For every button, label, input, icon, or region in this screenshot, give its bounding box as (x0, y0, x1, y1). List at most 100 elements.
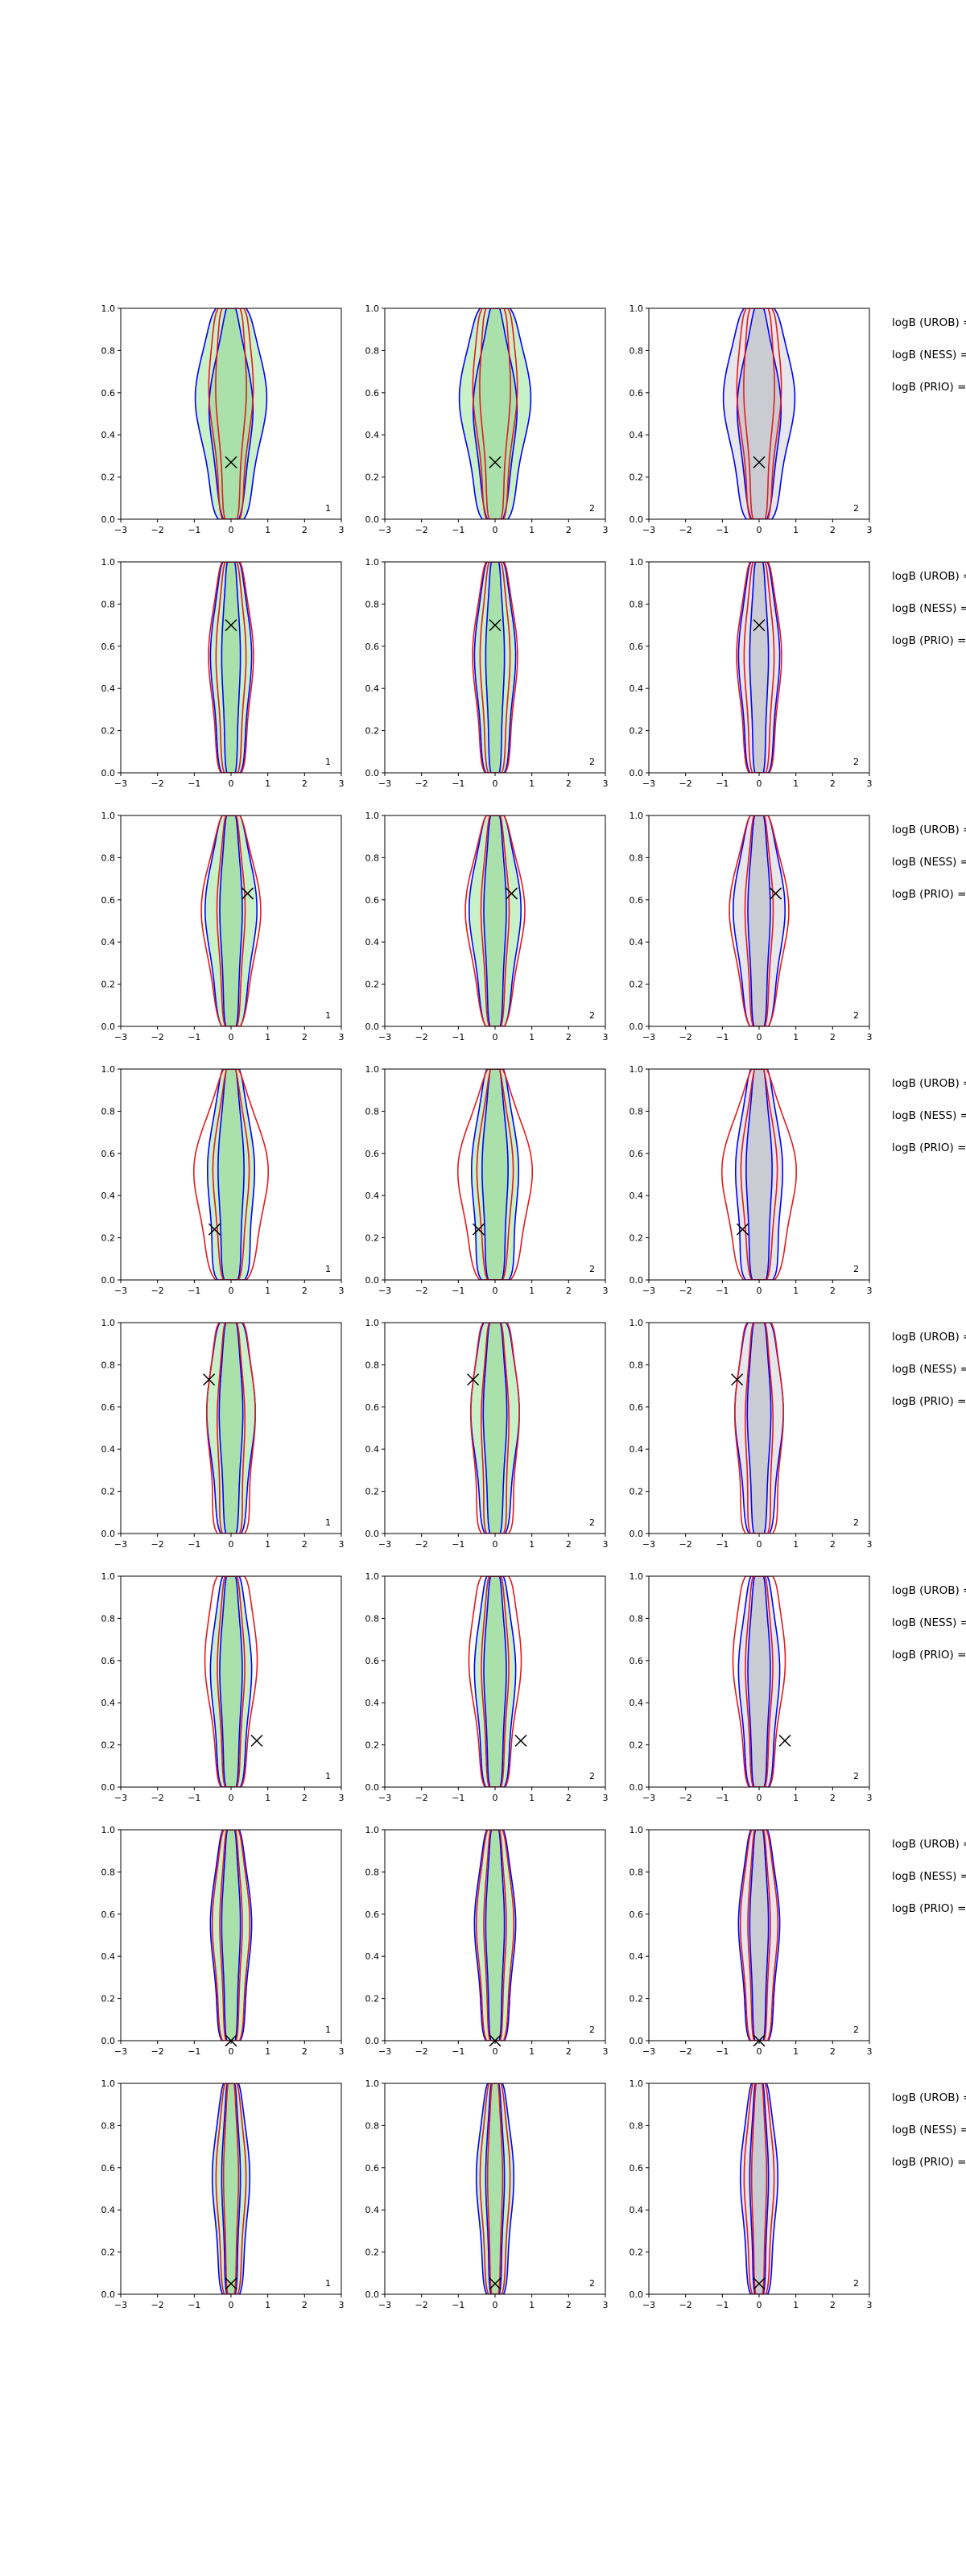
blue-contour-inner (747, 1576, 771, 1787)
contours (464, 815, 526, 1026)
x-tick-label: 0 (229, 1032, 234, 1042)
x-tick-label: 3 (867, 2046, 873, 2057)
density-fill-inner (220, 815, 242, 1026)
panel-number-label: 1 (325, 503, 331, 514)
panel-number-label: 2 (853, 1010, 859, 1021)
y-tick-label: 0.8 (365, 2120, 380, 2131)
true-value-marker (489, 456, 502, 469)
red-contour-inner (476, 1069, 514, 1280)
x-tick-label: 1 (793, 778, 799, 789)
y-tick-label: 1.0 (630, 2079, 644, 2089)
true-value-marker (208, 1223, 221, 1236)
x-tick-label: −2 (679, 2300, 692, 2310)
y-tick-label: 0.4 (630, 1191, 644, 1201)
y-tick-label: 0.6 (630, 1909, 644, 1920)
red-contour-inner (747, 1830, 771, 2041)
y-tick-label: 0.6 (365, 1909, 380, 1920)
panel-number-label: 1 (325, 2025, 331, 2035)
x-tick-label: −2 (415, 525, 428, 535)
true-value-marker (250, 1734, 263, 1747)
x-tick-label: 3 (867, 525, 873, 535)
logb-label: logB (UROB) = (892, 1838, 966, 1851)
y-tick-label: 0.6 (101, 1909, 116, 1920)
contours (458, 308, 532, 519)
panel-r6-c1: −3 −2 −1 0 1 2 3 0.0 0.2 0.4 0.6 0.8 1.0 1 (101, 1571, 345, 1803)
x-tick-label: 1 (529, 1539, 535, 1550)
x-tick-label: 3 (603, 525, 609, 535)
y-tick-label: 0.2 (630, 1740, 644, 1751)
x-tick-label: −1 (188, 525, 200, 535)
blue-contour-outer (735, 1069, 783, 1280)
blue-contour-inner (749, 562, 770, 773)
contours (457, 1069, 533, 1280)
red-contour-inner (743, 562, 775, 773)
x-tick-label: 0 (229, 1793, 234, 1803)
panel-number-label: 2 (853, 2278, 859, 2289)
y-tick-label: 1.0 (630, 1825, 644, 1835)
x-tick-label: −3 (378, 525, 391, 535)
panel-number-label: 1 (325, 2278, 331, 2289)
true-value-marker (514, 1734, 527, 1747)
density-fill-inner (208, 308, 254, 519)
y-tick-label: 1.0 (630, 1318, 644, 1328)
x-tick-label: −1 (716, 1032, 729, 1042)
y-tick-label: 0.2 (365, 1994, 380, 2004)
x-tick-label: −3 (642, 1793, 655, 1803)
red-contour-outer (215, 2083, 247, 2294)
x-tick-label: 2 (830, 2046, 836, 2057)
y-tick-label: 0.6 (101, 1149, 116, 1159)
blue-contour-inner (217, 1069, 245, 1280)
panel-number-label: 2 (853, 503, 859, 514)
blue-contour-outer (732, 815, 786, 1026)
red-contour-outer (721, 1069, 797, 1280)
blue-contour-outer (211, 2083, 251, 2294)
red-contour-inner (744, 815, 774, 1026)
y-tick-label: 0.4 (630, 1951, 644, 1962)
x-tick-label: 2 (830, 525, 836, 535)
x-tick-label: −1 (716, 2046, 729, 2057)
y-tick-label: 0.8 (630, 2120, 644, 2131)
true-value-marker (472, 1223, 485, 1236)
y-tick-label: 1.0 (365, 303, 380, 314)
contours (722, 308, 796, 519)
y-tick-label: 0.8 (365, 1106, 380, 1117)
red-contour-outer (464, 815, 526, 1026)
true-value-marker (225, 2277, 237, 2290)
density-fill-inner (221, 1830, 241, 2041)
panel-r8-c2: −3 −2 −1 0 1 2 3 0.0 0.2 0.4 0.6 0.8 1.0 2 (365, 2079, 609, 2310)
y-tick-label: 0.0 (630, 1529, 644, 1539)
true-value-marker (753, 2277, 766, 2290)
red-contour-inner (216, 815, 246, 1026)
y-tick-label: 0.6 (365, 642, 380, 652)
red-contour-outer (743, 2083, 775, 2294)
y-tick-label: 0.8 (101, 599, 116, 609)
x-tick-label: −2 (151, 2046, 164, 2057)
x-tick-label: 0 (493, 1793, 498, 1803)
x-tick-label: 1 (265, 1793, 270, 1803)
x-tick-label: 3 (603, 1539, 609, 1550)
blue-contour-outer (209, 1576, 253, 1787)
x-tick-label: 0 (757, 1032, 762, 1042)
x-tick-label: 1 (793, 1539, 799, 1550)
density-fill-inner (473, 308, 518, 519)
panel-number-label: 1 (325, 1771, 331, 1781)
x-tick-label: 1 (529, 1793, 535, 1803)
panel-r3-c2: −3 −2 −1 0 1 2 3 0.0 0.2 0.4 0.6 0.8 1.0 2 (365, 811, 609, 1042)
x-tick-label: 1 (529, 525, 535, 535)
y-tick-label: 0.4 (630, 430, 644, 440)
x-tick-label: 1 (793, 2046, 799, 2057)
x-tick-label: 2 (302, 778, 308, 789)
x-tick-label: 2 (566, 2300, 572, 2310)
y-tick-label: 0.0 (101, 768, 116, 778)
panel-number-label: 2 (589, 2025, 595, 2035)
y-tick-label: 1.0 (101, 557, 116, 568)
y-tick-label: 0.2 (630, 2248, 644, 2258)
blue-contour-outer (737, 1830, 781, 2041)
true-value-marker (467, 1373, 480, 1386)
x-tick-label: 0 (229, 2300, 234, 2310)
blue-contour-outer (206, 1323, 256, 1534)
y-tick-label: 0.4 (365, 937, 380, 947)
logb-label: logB (PRIO) = (892, 2156, 966, 2169)
x-tick-label: 1 (793, 2300, 799, 2310)
y-tick-label: 1.0 (101, 2079, 116, 2089)
